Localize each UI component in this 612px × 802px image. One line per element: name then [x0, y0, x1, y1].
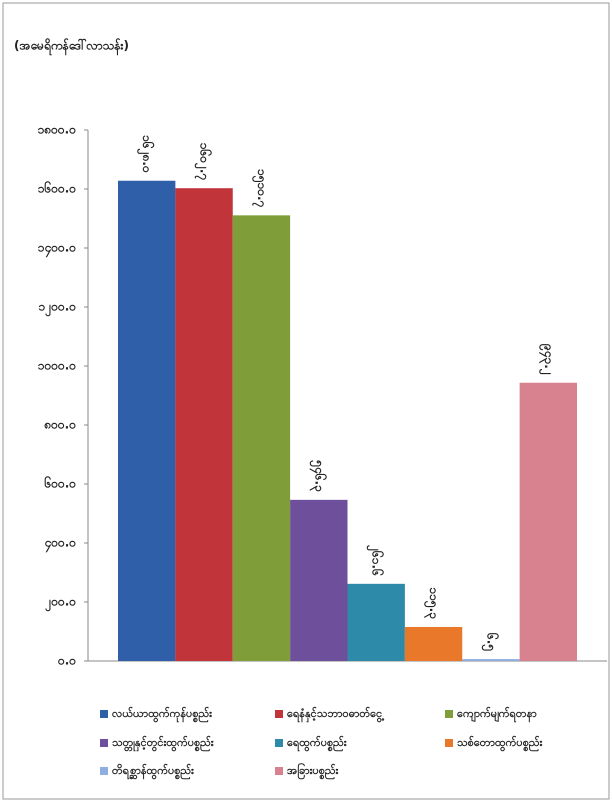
legend-label: သစ်တောထွက်ပစ္စည်း — [457, 735, 544, 752]
bar — [404, 626, 463, 661]
y-tick-label: ၁၂၀၀.၀ — [39, 300, 77, 318]
y-tick-label: ၁၄၀၀.၀ — [38, 241, 77, 259]
y-tick-label: ၀.၀ — [57, 654, 76, 668]
y-tick-label: ၆၀၀.၀ — [43, 475, 76, 491]
bar — [232, 215, 291, 661]
y-tick-label: ၁၆၀၀.၀ — [38, 180, 77, 196]
legend-label: ရေထွက်ပစ္စည်း — [287, 735, 348, 752]
data-label: ၉၄၃.၂ — [538, 343, 556, 375]
data-label: ၅၄၆.၃ — [308, 459, 328, 492]
bar — [290, 499, 348, 661]
y-tick-label: ၂၀၀.၀ — [44, 595, 76, 613]
data-label: ၁၆၀၂.၇ — [194, 143, 214, 181]
legend-label: လယ်ယာထွက်ကုန်ပစ္စည်း — [112, 706, 213, 723]
bar — [175, 188, 233, 662]
data-label: ၁၆၂၈.၀ — [136, 135, 156, 173]
data-label: ၁၅၁၀.၇ — [251, 169, 269, 208]
bar — [519, 382, 577, 661]
bar — [118, 180, 176, 662]
legend-swatch — [275, 710, 283, 718]
legend-swatch — [275, 739, 283, 747]
legend-swatch — [275, 767, 283, 775]
y-tick-label: ၈၀၀.၀ — [43, 418, 76, 432]
legend-label: သတ္တုနှင့်တွင်းထွက်ပစ္စည်း — [112, 735, 215, 752]
y-axis-title: (အမေရိကန်ဒေါ်လာသန်း) — [14, 37, 129, 57]
y-tick-label: ၁၈၀၀.၀ — [38, 123, 77, 137]
bar — [462, 659, 520, 661]
y-tick-label: ၄၀၀.၀ — [43, 536, 76, 554]
legend-label: အခြားပစ္စည်း — [287, 762, 340, 780]
legend-label: တိရစ္ဆာန်ထွက်ပစ္စည်း — [112, 763, 195, 780]
y-tick-label: ၁၀၀၀.၀ — [38, 359, 77, 373]
legend-swatch — [445, 710, 453, 718]
legend-swatch — [100, 710, 108, 718]
data-label: ၂၆၁.၆ — [366, 544, 386, 576]
legend-label: ကျောက်မျက်ရတနာ — [457, 706, 537, 723]
legend-swatch — [100, 767, 108, 775]
bar — [347, 583, 405, 661]
data-label: ၁၁၅.၃ — [423, 587, 441, 619]
legend-label: ရေနံနှင့်သဘာဝဓာတ်ငွေ့ — [287, 706, 384, 723]
data-label: ၆.၅ — [480, 632, 500, 651]
legend-swatch — [445, 739, 453, 747]
legend-swatch — [100, 739, 108, 747]
